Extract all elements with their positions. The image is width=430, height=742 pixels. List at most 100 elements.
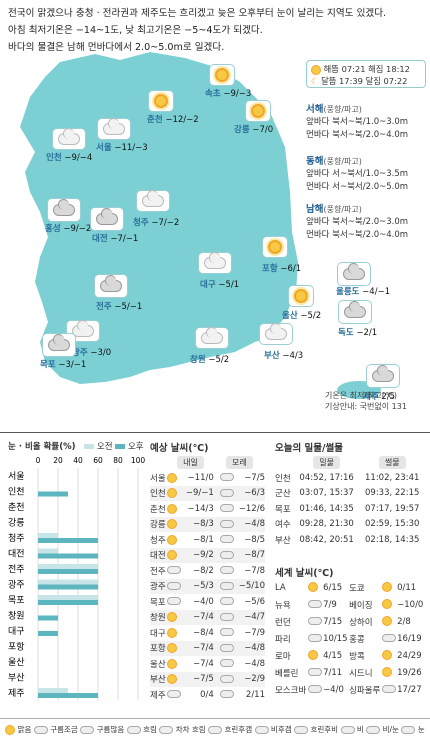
world-city: 시드니 <box>349 668 373 679</box>
temp-dayafter: −5/6 <box>244 596 265 607</box>
city-name: 광주 <box>150 582 166 593</box>
temp-dayafter: −2/9 <box>244 674 265 685</box>
bar-am <box>38 595 98 600</box>
table-row: 서울 −11/0 −7/5 <box>150 470 265 486</box>
city-name: 전주 <box>150 566 166 577</box>
table-row: 뉴욕 7/9 베이징 −10/0 <box>275 596 425 613</box>
world-temp: 7/11 <box>323 667 343 678</box>
sun-icon <box>308 582 319 593</box>
legend-item: 비후갬 <box>254 724 292 735</box>
city-name: 강릉 <box>150 520 166 531</box>
city-label: 울산 <box>8 657 25 668</box>
sun-icon <box>382 650 393 661</box>
cloud-icon <box>219 504 234 513</box>
city-changwon: 창원 −5/2 <box>190 355 230 365</box>
city-name: 서울 <box>150 473 166 484</box>
cloud-icon <box>219 566 234 575</box>
low-tide: 07:17, 19:57 <box>365 503 420 514</box>
port-name: 부산 <box>275 535 291 546</box>
cloud-icon <box>159 726 174 734</box>
world-city: 베이징 <box>349 600 373 611</box>
city-jeonju-icon <box>94 274 128 298</box>
city-label: 창원 <box>8 611 25 622</box>
table-row: 인천 −9/−1 −6/3 <box>150 485 265 501</box>
cloud-icon <box>308 668 323 676</box>
city-gangneung: 강릉 −7/0 <box>234 125 274 135</box>
world-city: 홍콩 <box>349 634 365 645</box>
city-name: 춘천 <box>150 504 166 515</box>
tick-label: 0 <box>36 456 41 465</box>
city-daegu-icon <box>198 252 232 274</box>
table-row: LA 6/15 도쿄 0/11 <box>275 579 425 596</box>
legend-item: 흐림 <box>126 724 157 735</box>
city-label: 부산 <box>8 673 25 684</box>
legend-item: 구름많음 <box>80 724 124 735</box>
city-incheon: 인천 −9/−4 <box>46 153 93 163</box>
chart-title: 눈 · 비올 확률(%) <box>8 442 76 452</box>
temp-tomorrow: −7/4 <box>192 612 214 623</box>
port-name: 군산 <box>275 489 291 500</box>
tide-title: 오늘의 밀물/썰물 <box>275 443 343 454</box>
temp-tomorrow: −8/3 <box>192 519 214 530</box>
city-chuncheon-icon <box>148 90 174 112</box>
table-row: 여수 09:28, 21:30 02:59, 15:30 <box>275 517 425 533</box>
cloud-icon <box>219 581 234 590</box>
world-city: 런던 <box>275 617 291 628</box>
world-temp: 24/29 <box>397 650 422 661</box>
sun-icon <box>167 519 178 529</box>
city-name: 청주 <box>150 535 166 546</box>
city-label: 포항 <box>8 642 25 653</box>
table-row: 목포 01:46, 14:35 07:17, 19:57 <box>275 501 425 517</box>
bar-pm <box>38 538 98 543</box>
sun-icon <box>167 658 178 669</box>
table-row: 춘천 −14/3 −12/6 <box>150 501 265 517</box>
sun-icon <box>311 64 321 75</box>
legend-item: 흐린후비 <box>294 724 338 735</box>
city-busan: 부산 −4/3 <box>264 351 304 361</box>
port-name: 여수 <box>275 520 291 531</box>
city-chuncheon: 춘천 −12/−2 <box>147 115 199 125</box>
table-row: 군산 03:07, 15:37 09:33, 22:15 <box>275 486 425 502</box>
temp-dayafter: −7/5 <box>244 472 265 483</box>
forecast-table: 예상 날씨(℃) 내일 모레 서울 −11/0 −7/5 인천 −9/−1 −6/3 춘천 −1… <box>150 440 265 703</box>
sun-icon <box>5 725 16 735</box>
city-label: 청주 <box>8 533 25 544</box>
city-label: 서울 <box>8 471 25 482</box>
cloud-icon <box>401 726 416 734</box>
bar-pm <box>38 600 98 605</box>
table-row: 포항 −7/4 −4/8 <box>150 640 265 656</box>
table-row: 파리 10/15 홍콩 16/19 <box>275 630 425 647</box>
world-city: 파리 <box>275 634 291 645</box>
summary-line: 아침 최저기온은 −14~1도, 낮 최고기온은 −5~4도가 되겠다. <box>8 25 263 36</box>
high-tide: 01:46, 14:35 <box>299 503 354 514</box>
temp-tomorrow: −4/0 <box>192 596 214 607</box>
world-temp: 17/27 <box>397 684 422 695</box>
world-city: 뉴욕 <box>275 600 291 611</box>
city-sokcho-icon <box>209 64 235 86</box>
city-label: 목포 <box>8 595 25 606</box>
world-temp: 0/11 <box>397 582 417 593</box>
sea-west: 서해(풍향/파고) 앞바다 북서~북/1.0~3.0m 먼바다 북서~북/2.0… <box>306 104 409 140</box>
rain-probability-chart: 눈 · 비올 확률(%) 오전 오후 0 20 40 60 80 100 서울 인천 춘천 강릉 청… <box>8 440 146 710</box>
table-row: 제주 0/4 2/11 <box>150 687 265 703</box>
world-weather-table: 세계 날씨(℃) LA 6/15 도쿄 0/11 뉴욕 7/9 베이징 −10/0 런던 7/15… <box>275 565 425 698</box>
weather-legend: 맑음 구름조금 구름많음 흐림 차차 흐림 흐린후갬 비후갬 흐린후비 비 비/… <box>0 718 430 740</box>
city-dokdo-icon <box>338 300 372 324</box>
tick-label: 100 <box>131 456 146 465</box>
city-name: 인천 <box>150 489 166 500</box>
sea-south: 남해(풍향/파고) 앞바다 북서~북/2.0~3.0m 먼바다 북서~북/2.0… <box>306 204 409 240</box>
city-name: 부산 <box>150 675 166 686</box>
cloud-icon <box>219 473 234 482</box>
cloud-icon <box>308 600 323 608</box>
legend-item: 맑음 <box>5 724 31 735</box>
city-name: 포항 <box>150 644 166 655</box>
cloud-icon <box>219 628 234 637</box>
table-row: 베를린 7/11 시드니 19/26 <box>275 664 425 681</box>
temp-dayafter: −12/6 <box>238 503 265 514</box>
temp-tomorrow: −9/−1 <box>185 488 214 499</box>
sun-icon <box>382 616 393 627</box>
city-ulsan-icon <box>288 285 314 307</box>
city-pohang: 포항 −6/1 <box>262 264 302 274</box>
sun-icon <box>167 488 178 498</box>
legend-item: 비 <box>340 724 364 735</box>
